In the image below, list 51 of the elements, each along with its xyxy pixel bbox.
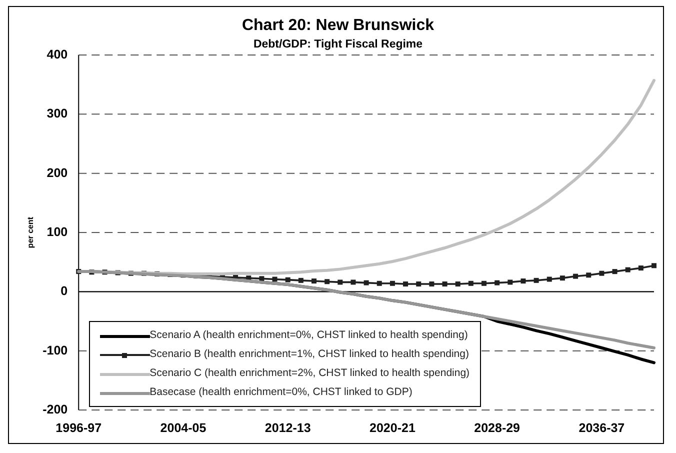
point (338, 280, 343, 285)
point (298, 278, 304, 283)
point (599, 270, 604, 276)
point (285, 277, 290, 282)
point (625, 267, 630, 272)
legend-label: Scenario C (health enrichment=2%, CHST linked to health spending) (150, 366, 470, 381)
point (612, 269, 618, 274)
legend-label: Scenario B (health enrichment=1%, CHST linked to health spending) (150, 347, 470, 362)
x-tick-label: 2012-13 (264, 420, 311, 435)
chart-subtitle: Debt/GDP: Tight Fiscal Regime (253, 38, 423, 50)
point (403, 281, 408, 286)
point (429, 281, 434, 286)
point (573, 274, 578, 279)
point (376, 280, 382, 286)
point (520, 278, 526, 284)
point (482, 280, 487, 286)
point (364, 280, 369, 286)
x-tick-label: 2004-05 (160, 420, 206, 435)
point (390, 280, 395, 286)
point (508, 280, 513, 285)
y-tick-label: -200 (42, 402, 68, 416)
x-tick-label: 2028-29 (474, 420, 520, 435)
point (324, 279, 330, 284)
point (468, 280, 474, 286)
point (312, 278, 317, 284)
y-axis-title: per cent (26, 216, 36, 248)
chart-title: Chart 20: New Brunswick (242, 17, 434, 34)
y-tick-label: 200 (46, 166, 68, 180)
y-tick-label: 400 (46, 47, 68, 62)
point (455, 281, 460, 286)
legend-label: Basecase (health enrichment=0%, CHST linked to GDP) (150, 385, 414, 400)
point (651, 263, 657, 268)
point (259, 276, 264, 282)
x-tick-label: 2020-21 (370, 420, 416, 435)
point (560, 276, 565, 281)
y-tick-label: 100 (46, 224, 68, 239)
point (494, 280, 500, 286)
point (586, 272, 592, 278)
point (272, 276, 278, 282)
point (638, 265, 644, 271)
point (350, 280, 356, 285)
y-tick-label: -100 (42, 343, 68, 358)
point (442, 281, 448, 286)
legend-label: Scenario A (health enrichment=0%, CHST linked to health spending) (150, 328, 469, 343)
y-tick-label: 0 (60, 284, 68, 298)
point (416, 281, 422, 286)
x-tick-label: 1996-97 (56, 420, 102, 435)
x-tick-label: 2036-37 (578, 420, 625, 435)
point (546, 276, 552, 282)
y-tick-label: 300 (46, 106, 68, 121)
point (534, 278, 539, 283)
